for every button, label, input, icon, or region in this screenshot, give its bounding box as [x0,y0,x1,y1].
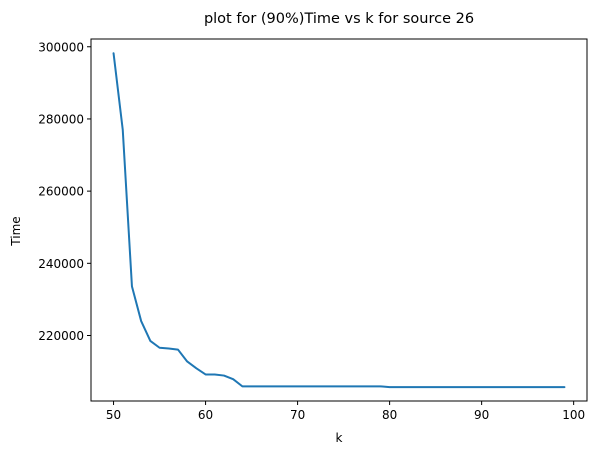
x-tick-label: 70 [290,408,305,422]
y-tick-label: 240000 [38,257,84,271]
axes-frame [90,38,588,402]
y-tick-label: 220000 [38,329,84,343]
x-tick-label: 90 [474,408,489,422]
x-tick-label: 100 [562,408,585,422]
y-tick-label: 260000 [38,185,84,199]
y-tick-label: 300000 [38,40,84,54]
x-tick-label: 60 [198,408,213,422]
y-tick-label: 280000 [38,112,84,126]
chart-title: plot for (90%)Time vs k for source 26 [204,11,474,27]
x-axis-label: k [336,431,343,445]
y-axis-label: Time [9,216,23,246]
plot-area: 50 60 70 80 90 100 220000 240000 260000 280000 300… [38,38,588,422]
x-tick-label: 80 [382,408,397,422]
x-tick-label: 50 [106,408,121,422]
series-line-0 [112,52,566,389]
